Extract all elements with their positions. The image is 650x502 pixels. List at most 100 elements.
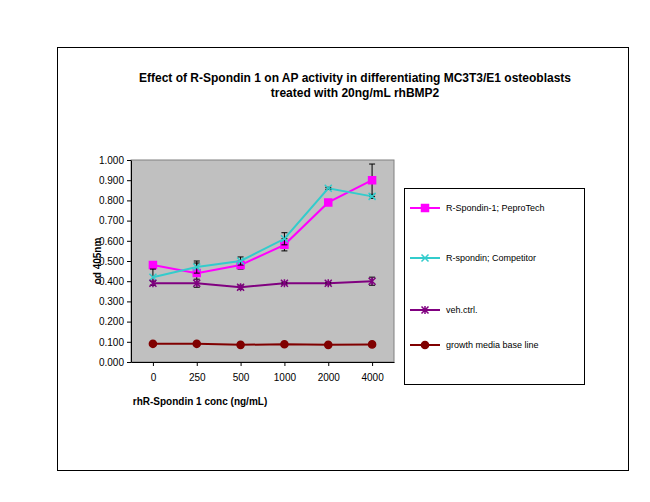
legend: R-Spondin-1; PeproTech R-spondin; Competi… [405,189,585,385]
y-tick-label: 0.800 [99,195,124,206]
y-tick-label: 0.900 [99,175,124,186]
x-tick-label: 2000 [318,372,341,383]
series-marker [369,177,376,184]
legend-marker [422,205,429,212]
y-tick-label: 0.100 [99,337,124,348]
y-tick: 0.300 [99,296,131,307]
series-marker [193,264,200,271]
series-marker [369,193,376,200]
chart-title: Effect of R-Spondin 1 on AP activity in … [139,71,571,100]
series-marker [369,341,376,348]
x-tick: 1000 [274,362,297,383]
y-tick-mark [127,241,131,242]
series-marker [149,279,156,287]
x-axis-line [132,362,395,363]
series-marker [325,185,332,192]
x-axis: 0 250 500 1000 2000 4000 [132,362,395,383]
error-bar [194,261,200,273]
y-tick: 0.400 [99,276,131,287]
y-tick-mark [127,221,131,222]
y-tick-mark [127,342,131,343]
plot-area [131,160,394,362]
plot-marks [149,164,375,348]
error-bar-path [281,233,287,245]
legend-box [405,189,585,385]
x-tick-label: 0 [151,372,157,383]
legend-marker [422,255,429,262]
series-line [153,188,372,277]
y-tick-label: 0.700 [99,215,124,226]
y-tick-mark [127,261,131,262]
series-marker [149,340,156,347]
series-marker [149,262,156,269]
y-tick-mark [127,200,131,201]
y-axis-title: od 405nm [92,238,103,285]
legend-marker [421,341,428,348]
x-tick: 0 [151,362,157,383]
y-axis: 0.000 0.100 0.200 0.300 0.400 0.500 0.600 0.700… [99,155,132,368]
chart-frame [58,48,629,471]
x-tick: 2000 [318,362,341,383]
y-tick-label: 0.200 [99,316,124,327]
series-marker [369,277,376,285]
error-bar [238,257,244,265]
legend-label: R-Spondin-1; PeproTech [446,203,545,213]
y-axis-line [131,161,132,363]
y-tick: 0.500 [99,256,131,267]
legend-label: R-spondin; Competitor [446,253,536,263]
y-tick-label: 1.000 [99,155,124,166]
x-tick-label: 1000 [274,372,297,383]
legend-item: R-spondin; Competitor [410,253,536,263]
error-bar-path [369,277,375,285]
y-tick: 0.600 [99,236,131,247]
x-tick: 4000 [361,362,384,383]
legend-item: growth media base line [410,340,539,350]
y-tick-mark [127,180,131,181]
x-tick-mark [284,362,285,366]
series-marker [281,341,288,348]
y-tick: 1.000 [99,155,131,166]
series-marker [193,340,200,347]
y-tick-mark [127,160,131,161]
legend-label: veh.ctrl. [446,305,478,315]
x-tick-label: 500 [233,372,250,383]
series-marker [237,258,244,265]
legend-item: R-Spondin-1; PeproTech [410,203,545,213]
legend-marker [422,306,429,314]
x-tick-mark [241,362,242,366]
error-bar [281,233,287,245]
x-axis-title: rhR-Spondin 1 conc (ng/mL) [133,396,267,407]
series-marker [237,283,244,291]
series-marker [325,279,332,287]
x-tick-mark [153,362,154,366]
y-tick-mark [127,322,131,323]
series-marker [281,279,288,287]
error-bar-path [194,279,200,287]
x-tick: 500 [233,362,250,383]
y-tick: 0.000 [99,357,131,368]
y-tick: 0.900 [99,175,131,186]
chart: 0.000 0.100 0.200 0.300 0.400 0.500 0.600 0.700… [0,0,650,502]
series-marker [281,235,288,242]
x-tick-mark [372,362,373,366]
y-tick-label: 0.300 [99,296,124,307]
series-line [153,180,372,273]
x-tick: 250 [189,362,206,383]
series-marker [325,199,332,206]
y-tick-mark [127,281,131,282]
error-bar-path [238,257,244,265]
y-tick-mark [127,362,131,363]
error-bar [369,164,375,196]
legend-label: growth media base line [446,340,539,350]
error-bar-path [194,261,200,273]
y-tick: 0.700 [99,215,131,226]
y-tick: 0.800 [99,195,131,206]
x-tick-label: 4000 [361,372,384,383]
y-tick: 0.100 [99,337,131,348]
error-bar-path [369,164,375,196]
series-marker [193,279,200,287]
series-line [153,344,372,345]
series-marker [325,341,332,348]
y-tick: 0.200 [99,316,131,327]
error-bar [194,279,200,287]
